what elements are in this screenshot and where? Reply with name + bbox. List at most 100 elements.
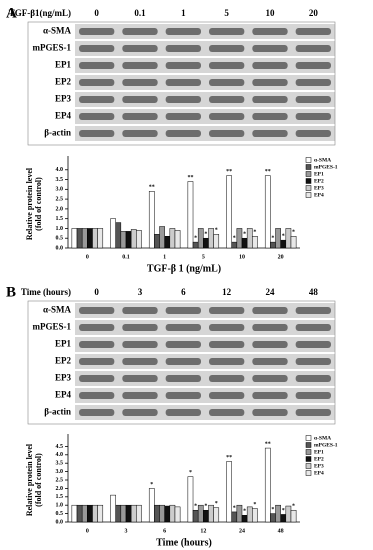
- blot-band: [165, 62, 201, 69]
- blot-band: [165, 341, 201, 348]
- blot-band: [252, 130, 288, 137]
- blot-strip: [75, 320, 335, 335]
- blot-band: [165, 409, 201, 416]
- blot-frame: [27, 300, 336, 425]
- legend-swatch: [305, 164, 312, 170]
- blot-band: [165, 392, 201, 399]
- blot-band: [295, 375, 331, 382]
- bar: [164, 236, 171, 249]
- bar: [280, 239, 287, 249]
- significance-mark: *: [215, 501, 218, 507]
- blot-band: [209, 62, 245, 69]
- blot-band: [252, 409, 288, 416]
- bar: [226, 461, 232, 523]
- lane-label: 10: [266, 8, 276, 18]
- blot-band: [252, 358, 288, 365]
- x-tick-label: 10: [239, 254, 245, 260]
- bar: [130, 229, 137, 249]
- bar: [231, 241, 238, 249]
- legend-label: EP4: [314, 192, 324, 198]
- panel-label: B: [6, 284, 16, 300]
- bar: [197, 228, 204, 249]
- blot-band: [79, 79, 115, 86]
- y-tick-label: 1.5: [56, 216, 64, 222]
- significance-mark: *: [243, 232, 246, 238]
- bar: [110, 218, 116, 249]
- bar: [154, 234, 160, 249]
- blot-row-label: EP1: [55, 60, 72, 70]
- panel-label: A: [6, 5, 17, 21]
- legend-swatch: [305, 470, 312, 476]
- x-tick-label: 0: [86, 528, 89, 534]
- blot-band: [122, 392, 158, 399]
- blot-frame: [27, 21, 336, 146]
- blot-header: TGF-β1(ng/mL): [9, 8, 71, 18]
- blot-band: [165, 375, 201, 382]
- bar: [246, 228, 253, 249]
- legend-label: EP4: [314, 470, 324, 476]
- bar: [192, 509, 199, 523]
- blot-band: [79, 392, 115, 399]
- blot-band: [295, 409, 331, 416]
- blot-band: [295, 79, 331, 86]
- bar: [236, 504, 243, 523]
- bar: [97, 504, 104, 523]
- x-tick-label: 20: [278, 254, 284, 260]
- bar: [174, 230, 181, 249]
- legend-label: α-SMA: [314, 157, 331, 163]
- blot-band: [209, 392, 245, 399]
- significance-mark: *: [189, 470, 192, 476]
- blot-row-label: EP1: [55, 339, 72, 349]
- significance-mark: **: [265, 441, 271, 447]
- blot-strip: [75, 354, 335, 369]
- blot-band: [209, 113, 245, 120]
- blot-band: [79, 324, 115, 331]
- bar: [148, 488, 155, 523]
- blot-band: [165, 113, 201, 120]
- significance-mark: *: [271, 507, 274, 513]
- bar: [203, 237, 209, 249]
- bar: [213, 234, 220, 249]
- y-tick-label: 3.5: [56, 461, 64, 467]
- lane-label: 6: [181, 287, 186, 297]
- blot-strip: [75, 388, 335, 403]
- blot-row-label: EP3: [55, 373, 72, 383]
- blot-row-label: α-SMA: [43, 26, 72, 36]
- blot-band: [165, 130, 201, 137]
- blot-band: [252, 79, 288, 86]
- y-tick-label: 3.0: [56, 187, 64, 193]
- bar: [120, 504, 127, 523]
- bar: [97, 228, 104, 249]
- blot-band: [122, 130, 158, 137]
- blot-band: [209, 358, 245, 365]
- bar: [115, 504, 122, 523]
- blot-strip: [75, 405, 335, 420]
- legend-label: EP2: [314, 456, 324, 462]
- bar: [197, 504, 204, 523]
- bar: [246, 506, 253, 523]
- blot-band: [165, 324, 201, 331]
- blot-band: [252, 307, 288, 314]
- lane-label: 0: [94, 8, 99, 18]
- bar: [159, 504, 165, 523]
- bar: [236, 228, 243, 249]
- bar: [208, 504, 214, 523]
- bar: [187, 476, 194, 523]
- blot-band: [252, 28, 288, 35]
- significance-mark: *: [253, 230, 256, 236]
- blot-band: [295, 307, 331, 314]
- lane-label: 0: [94, 287, 99, 297]
- bar: [87, 504, 93, 523]
- blot-band: [209, 28, 245, 35]
- lane-label: 3: [138, 287, 143, 297]
- blot-band: [165, 358, 201, 365]
- blot-band: [122, 113, 158, 120]
- bar: [120, 231, 127, 249]
- bar: [226, 175, 232, 249]
- y-tick-label: 0.0: [56, 519, 64, 525]
- blot-band: [295, 28, 331, 35]
- y-tick-label: 3.0: [56, 469, 64, 475]
- blot-row-label: mPGES-1: [32, 322, 71, 332]
- significance-mark: **: [226, 455, 232, 461]
- lane-label: 20: [309, 8, 319, 18]
